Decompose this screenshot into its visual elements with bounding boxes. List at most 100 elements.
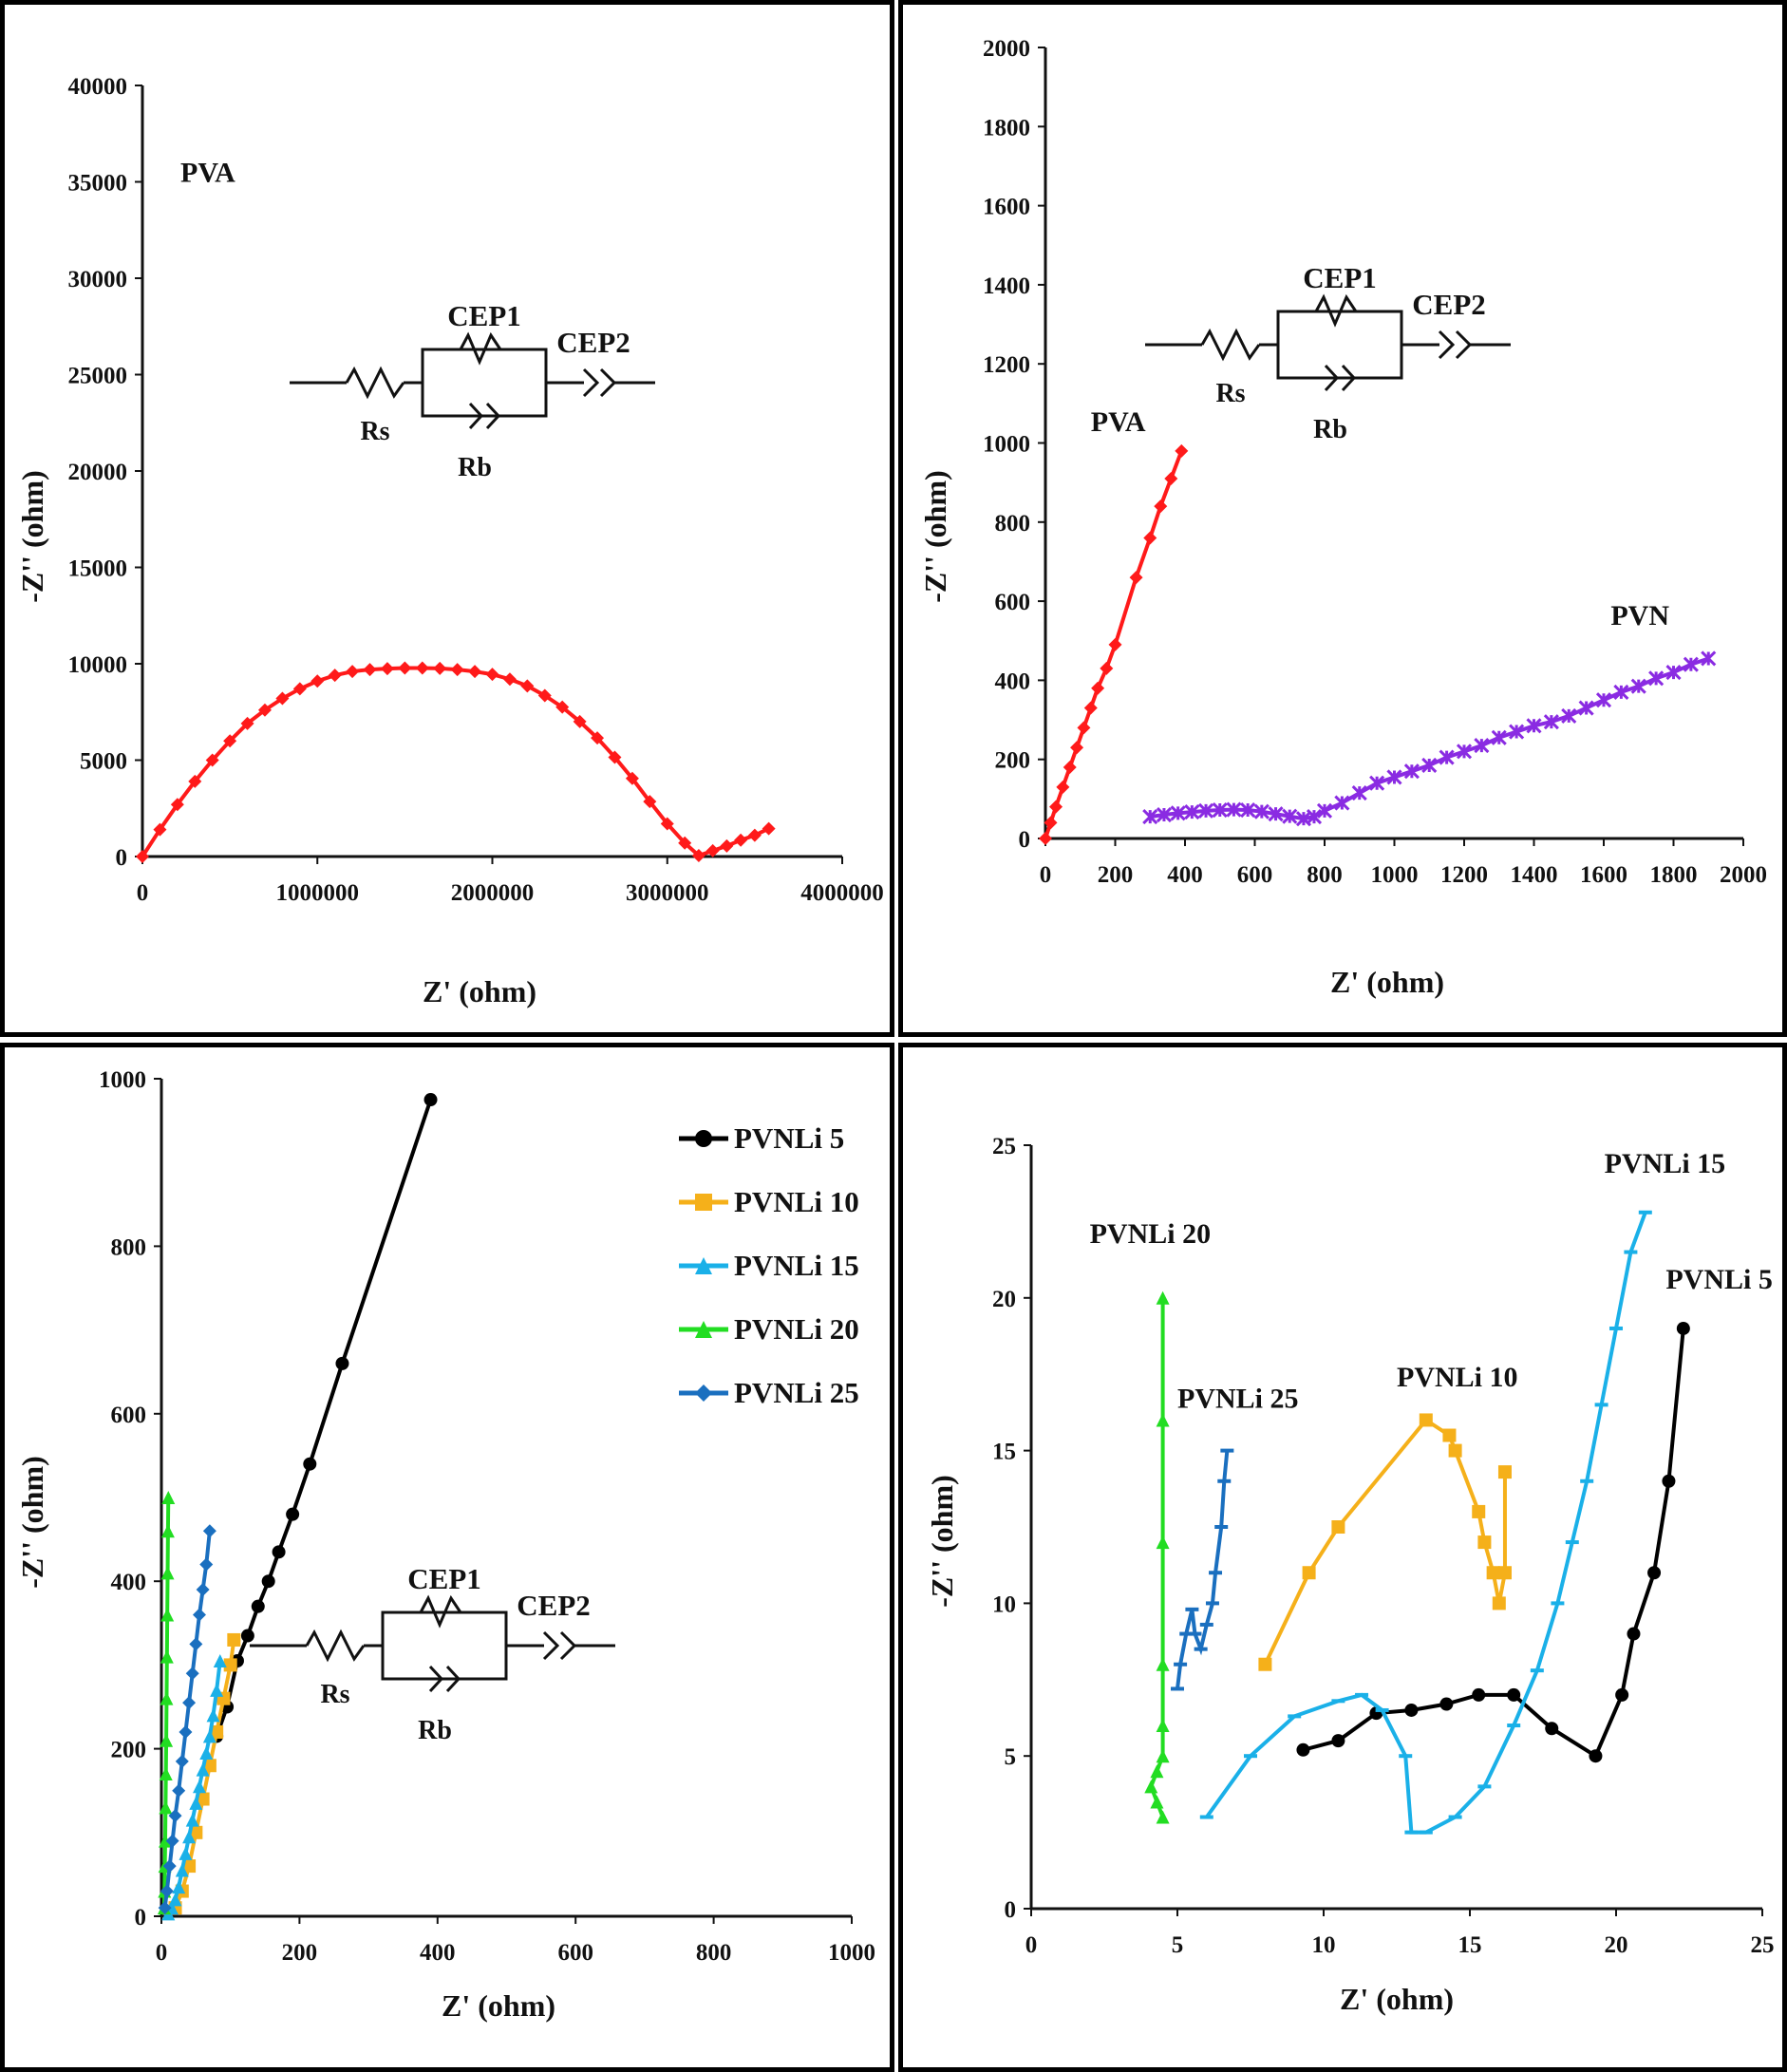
data-point — [161, 1491, 176, 1504]
series-line — [141, 666, 770, 858]
x-tick-label: 1600 — [1580, 862, 1627, 888]
x-axis-label: Z' (ohm) — [1330, 965, 1444, 999]
chart-c-svg: 0 200 400 600 800 1000 0 200 400 600 800 1000 Z' (oh… — [15, 1067, 875, 2023]
circuit-diagram-a — [290, 331, 655, 430]
x-axis-label: Z' (ohm) — [1340, 1982, 1454, 2016]
data-point — [1419, 1413, 1433, 1427]
data-point — [199, 1746, 214, 1761]
circuit-label-cep2: CEP2 — [556, 326, 630, 359]
circuit-label-cep1: CEP1 — [407, 1562, 481, 1595]
data-point — [196, 1792, 210, 1806]
y-tick-label: 25 — [992, 1134, 1016, 1159]
x-tick-label: 5 — [1172, 1932, 1184, 1958]
data-point — [160, 1733, 174, 1747]
data-point — [537, 688, 552, 703]
data-point — [1049, 800, 1063, 814]
data-point — [1486, 1566, 1500, 1580]
data-point — [1701, 650, 1717, 667]
data-point — [189, 1825, 203, 1839]
x-tick-label: 10 — [1312, 1932, 1336, 1958]
resistor-rb-icon — [419, 1594, 462, 1629]
data-point — [223, 734, 237, 748]
circuit-label-cep1: CEP1 — [1303, 261, 1377, 294]
panel-c: 0 200 400 600 800 1000 0 200 400 600 800 1000 Z' (oh… — [0, 1043, 894, 2072]
data-point — [160, 1691, 174, 1705]
data-point — [213, 1653, 227, 1667]
circuit-label-cep1: CEP1 — [447, 299, 521, 332]
data-point — [170, 798, 184, 812]
series-pvnli-15 — [161, 1653, 227, 1921]
data-point — [1472, 1687, 1486, 1702]
y-tick-label: 400 — [111, 1570, 147, 1595]
series-line — [1205, 1212, 1647, 1835]
series-pvnli-25 — [158, 1524, 216, 1915]
panel-d: 0 5 10 15 20 25 0 5 10 15 20 25 Z' (ohm) -Z'' (ohm) PV… — [898, 1043, 1787, 2072]
data-point — [450, 663, 464, 677]
data-point — [160, 1649, 174, 1664]
data-point — [1615, 1687, 1629, 1702]
y-tick-label: 10000 — [68, 652, 128, 678]
legend-entry: PVNLi 10 — [679, 1185, 859, 1218]
data-point — [172, 1880, 186, 1894]
parallel-branch — [381, 1611, 508, 1681]
chart-d-svg: 0 5 10 15 20 25 0 5 10 15 20 25 Z' (ohm) -Z'' (ohm) PV… — [925, 1134, 1775, 2016]
data-point — [172, 1783, 186, 1798]
y-tick-label: 1000 — [99, 1067, 146, 1093]
x-tick-label: 1800 — [1650, 862, 1698, 888]
series-pvnli-10 — [1258, 1413, 1512, 1671]
data-point — [261, 1574, 275, 1589]
data-point — [1589, 1749, 1603, 1763]
y-tick-label: 5000 — [80, 749, 127, 775]
data-point — [1226, 801, 1242, 818]
y-tick-label: 0 — [1005, 1897, 1017, 1923]
data-point — [1091, 681, 1105, 695]
y-tick-label: 800 — [995, 511, 1031, 537]
circuit-label-cep2: CEP2 — [517, 1589, 591, 1622]
y-tick-label: 400 — [995, 669, 1031, 694]
data-point — [555, 700, 570, 714]
data-point — [1404, 1703, 1419, 1717]
data-point — [160, 1608, 175, 1622]
data-point — [380, 662, 394, 676]
data-point — [1100, 661, 1114, 675]
data-point — [1164, 471, 1178, 485]
parallel-branch — [1276, 310, 1403, 380]
data-point — [720, 838, 734, 853]
data-point — [199, 1557, 214, 1572]
data-point — [153, 822, 167, 837]
data-point — [1144, 1780, 1158, 1794]
data-point — [705, 843, 720, 857]
series-pvnli-20 — [1144, 1290, 1170, 1824]
legend-marker — [695, 1384, 712, 1402]
data-point — [310, 674, 325, 688]
x-tick-label: 15 — [1458, 1932, 1482, 1958]
cpe2-icon — [582, 367, 617, 398]
data-point — [189, 1796, 203, 1810]
legend-marker — [695, 1194, 712, 1211]
data-point — [1477, 1535, 1492, 1550]
panel-b: 0 200 400 600 800 1000 1200 1400 1600 1800 2000 0 20… — [898, 0, 1787, 1037]
y-tick-label: 1800 — [983, 115, 1030, 141]
series-annotation: PVNLi 5 — [1665, 1264, 1773, 1295]
resistor-rb-icon — [459, 331, 502, 366]
y-tick-label: 1200 — [983, 352, 1030, 378]
x-tick-label: 0 — [156, 1940, 168, 1966]
legend-label: PVNLi 10 — [734, 1185, 859, 1218]
data-point — [159, 1800, 173, 1815]
data-point — [1156, 1749, 1170, 1763]
x-tick-label: 4000000 — [800, 880, 884, 906]
x-tick-label: 25 — [1751, 1932, 1775, 1958]
data-point — [1240, 801, 1256, 819]
data-point — [1156, 806, 1173, 823]
data-point — [346, 665, 360, 679]
data-point — [1448, 1443, 1462, 1458]
y-tick-label: 200 — [111, 1738, 147, 1763]
data-point — [1331, 1734, 1345, 1748]
data-point — [625, 771, 639, 785]
data-point — [1543, 714, 1559, 730]
data-point — [1156, 1290, 1170, 1305]
data-point — [1561, 707, 1577, 724]
data-point — [1648, 670, 1665, 687]
data-point — [1627, 1627, 1641, 1641]
data-point — [643, 795, 657, 809]
